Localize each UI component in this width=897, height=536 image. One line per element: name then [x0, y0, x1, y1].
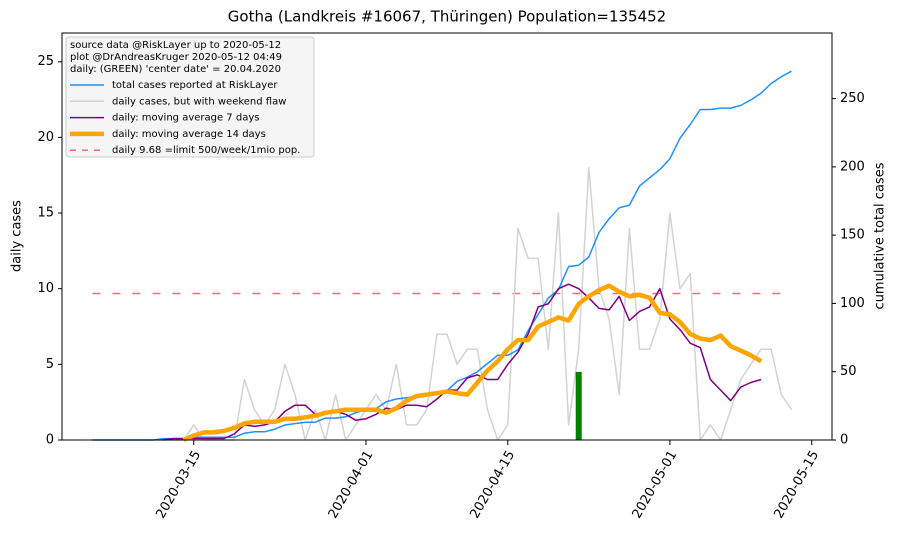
y-tick-label: 0	[46, 433, 54, 448]
y-tick-label: 20	[37, 130, 54, 145]
y2-tick-label: 0	[840, 433, 848, 448]
y2-tick-label: 200	[840, 159, 865, 174]
legend-title: plot @DrAndreasKruger 2020-05-12 04:49	[70, 52, 282, 63]
y-tick-label: 10	[37, 281, 54, 296]
legend-box	[65, 36, 315, 158]
x-tick-label: 2020-03-15	[153, 448, 204, 521]
x-tick-label: 2020-04-01	[326, 448, 377, 521]
plot-frame	[61, 32, 833, 441]
y-tick-label: 25	[37, 54, 54, 69]
legend-label: total cases reported at RiskLayer	[112, 80, 278, 91]
legend-label: daily: moving average 7 days	[112, 113, 259, 124]
x-tick-label: 2020-04-15	[468, 448, 519, 521]
y-tick-label: 15	[37, 206, 54, 221]
x-tick-label: 2020-05-15	[771, 448, 822, 521]
y2-tick-label: 250	[840, 91, 865, 106]
chart-title: Gotha (Landkreis #16067, Thüringen) Popu…	[228, 8, 666, 26]
legend-label: daily: moving average 14 days	[112, 129, 266, 140]
y2-axis-label: cumulative total cases	[873, 162, 888, 309]
y-tick-label: 5	[46, 357, 54, 372]
series-line	[182, 283, 763, 443]
legend-title: source data @RiskLayer up to 2020-05-12	[70, 40, 281, 51]
y2-tick-label: 50	[840, 364, 857, 379]
y2-tick-label: 100	[840, 296, 865, 311]
y-axis-label: daily cases	[10, 200, 25, 272]
legend-title: daily: (GREEN) 'center date' = 20.04.202…	[70, 64, 281, 75]
legend: source data @RiskLayer up to 2020-05-12p…	[65, 36, 315, 158]
legend-label: daily 9.68 =limit 500/week/1mio pop.	[112, 145, 300, 156]
y2-tick-label: 150	[840, 228, 865, 243]
legend-label: daily cases, but with weekend flaw	[112, 96, 286, 107]
series-line	[92, 166, 793, 441]
center-date-bar	[575, 371, 582, 440]
x-tick-label: 2020-05-01	[630, 448, 681, 521]
series-line	[163, 283, 762, 441]
